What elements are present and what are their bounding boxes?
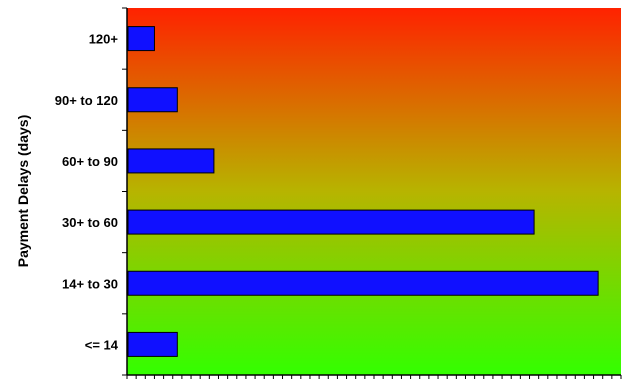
y-axis-title: Payment Delays (days) — [15, 115, 31, 268]
bar-0 — [127, 26, 155, 52]
category-label-5: <= 14 — [85, 337, 119, 352]
bar-4 — [127, 270, 599, 296]
bar-3 — [127, 209, 535, 235]
y-ticks-group — [122, 7, 127, 376]
category-label-1: 90+ to 120 — [55, 93, 118, 108]
category-labels-group: 120+ 90+ to 120 60+ to 90 30+ to 60 14+ to 3… — [55, 32, 119, 353]
bar-5 — [127, 331, 178, 357]
bars-group — [127, 26, 599, 357]
category-label-3: 30+ to 60 — [62, 215, 118, 230]
category-label-2: 60+ to 90 — [62, 154, 118, 169]
plot-area — [127, 8, 621, 375]
category-label-0: 120+ — [89, 32, 119, 47]
bar-1 — [127, 87, 178, 113]
bar-2 — [127, 148, 215, 174]
category-label-4: 14+ to 30 — [62, 276, 118, 291]
x-ticks-group — [126, 375, 622, 379]
